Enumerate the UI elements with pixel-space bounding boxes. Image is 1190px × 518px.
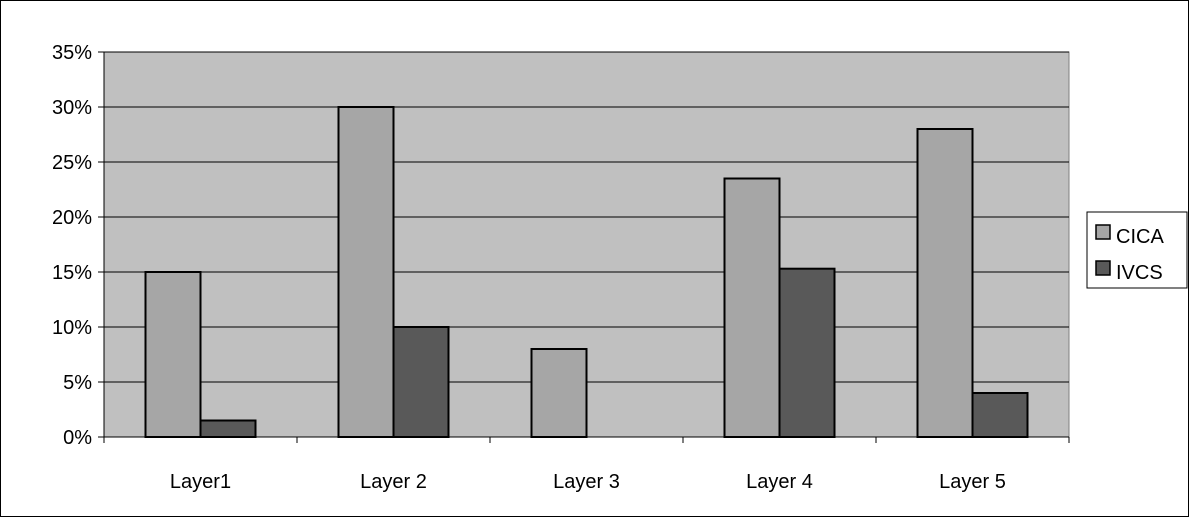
x-category-label: Layer1 [170, 471, 231, 493]
y-tick-label: 30% [52, 97, 92, 119]
gridlines [104, 51, 1069, 383]
legend: CICA IVCS [1086, 211, 1188, 289]
y-tick-label: 25% [52, 152, 92, 174]
x-category-label: Layer 5 [939, 471, 1006, 493]
bar-cica [144, 271, 202, 438]
bar-cica [723, 177, 781, 438]
legend-swatch-ivcs [1095, 260, 1111, 276]
legend-swatch-cica [1095, 224, 1111, 240]
y-tick-label: 35% [52, 42, 92, 64]
y-tick-label: 20% [52, 207, 92, 229]
y-tick-label: 15% [52, 262, 92, 284]
bar-ivcs [199, 419, 257, 438]
y-tick-label: 5% [63, 372, 92, 394]
bar-ivcs [392, 326, 450, 438]
bar-ivcs [971, 392, 1029, 438]
x-category-label: Layer 4 [746, 471, 813, 493]
bar-cica [530, 348, 588, 438]
legend-label-cica: CICA [1116, 226, 1164, 248]
y-tick-label: 0% [63, 427, 92, 449]
y-tick-label: 10% [52, 317, 92, 339]
axes: 0% 5% 10% 15% 20% 25% 30% 35% Layer1 Layer 2 Layer… [52, 42, 1070, 493]
bar-cica [916, 128, 974, 438]
x-category-label: Layer 2 [360, 471, 427, 493]
bar-cica [337, 106, 395, 438]
bar-ivcs [778, 267, 836, 439]
x-category-label: Layer 3 [553, 471, 620, 493]
legend-label-ivcs: IVCS [1116, 262, 1163, 284]
